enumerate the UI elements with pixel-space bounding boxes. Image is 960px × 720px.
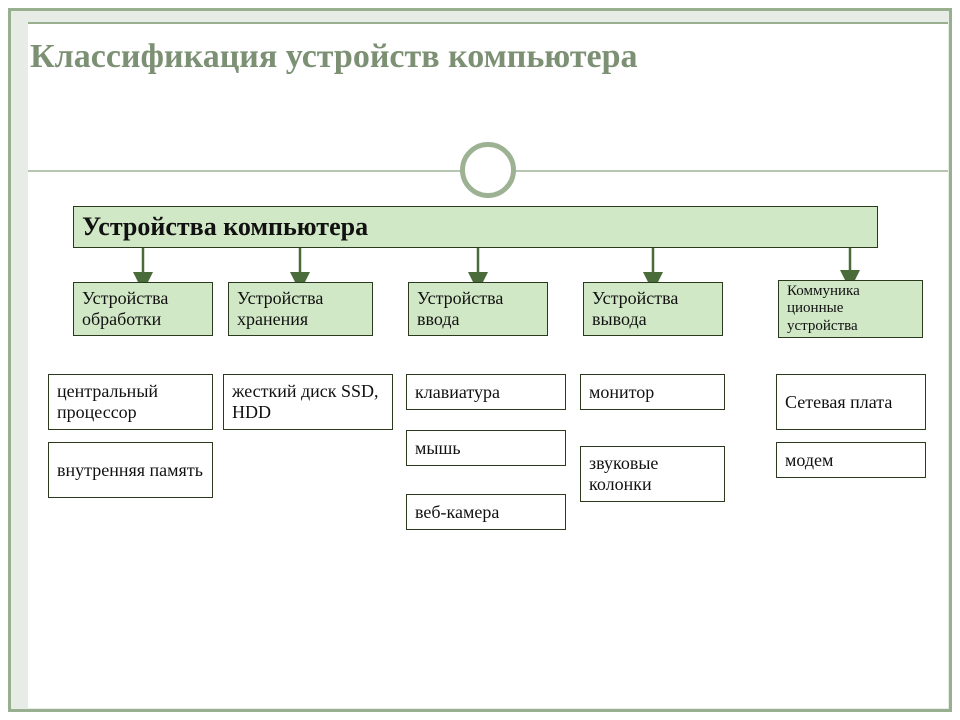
category-label: Устройства хранения	[237, 288, 364, 329]
content-area: Классификация устройств компьютера Устро…	[28, 22, 948, 708]
item-label: внутренняя память	[57, 460, 204, 481]
category-box: Устройства обработки	[73, 282, 213, 336]
item-box: внутренняя память	[48, 442, 213, 498]
item-box: веб-камера	[406, 494, 566, 530]
slide: Классификация устройств компьютера Устро…	[0, 0, 960, 720]
root-label: Устройства компьютера	[82, 212, 869, 242]
arrows-layer	[28, 24, 948, 708]
item-label: веб-камера	[415, 502, 557, 523]
item-box: клавиатура	[406, 374, 566, 410]
category-label: Устройства обработки	[82, 288, 204, 329]
item-box: Сетевая плата	[776, 374, 926, 430]
category-label: Устройства ввода	[417, 288, 539, 329]
category-box: Устройства хранения	[228, 282, 373, 336]
item-box: мышь	[406, 430, 566, 466]
category-box: Устройства вывода	[583, 282, 723, 336]
item-box: жесткий диск SSD, HDD	[223, 374, 393, 430]
item-box: звуковые колонки	[580, 446, 725, 502]
item-label: Сетевая плата	[785, 392, 917, 413]
category-box: Устройства ввода	[408, 282, 548, 336]
item-label: жесткий диск SSD, HDD	[232, 381, 384, 422]
item-label: монитор	[589, 382, 716, 403]
item-label: мышь	[415, 438, 557, 459]
item-box: модем	[776, 442, 926, 478]
category-box: Коммуника ционные устройства	[778, 280, 923, 338]
item-box: центральный процессор	[48, 374, 213, 430]
category-label: Устройства вывода	[592, 288, 714, 329]
item-label: клавиатура	[415, 382, 557, 403]
item-label: модем	[785, 450, 917, 471]
item-label: звуковые колонки	[589, 453, 716, 494]
ring-icon	[460, 142, 516, 198]
slide-title: Классификация устройств компьютера	[28, 24, 948, 79]
item-box: монитор	[580, 374, 725, 410]
item-label: центральный процессор	[57, 381, 204, 422]
category-label: Коммуника ционные устройства	[787, 283, 914, 335]
root-box: Устройства компьютера	[73, 206, 878, 248]
